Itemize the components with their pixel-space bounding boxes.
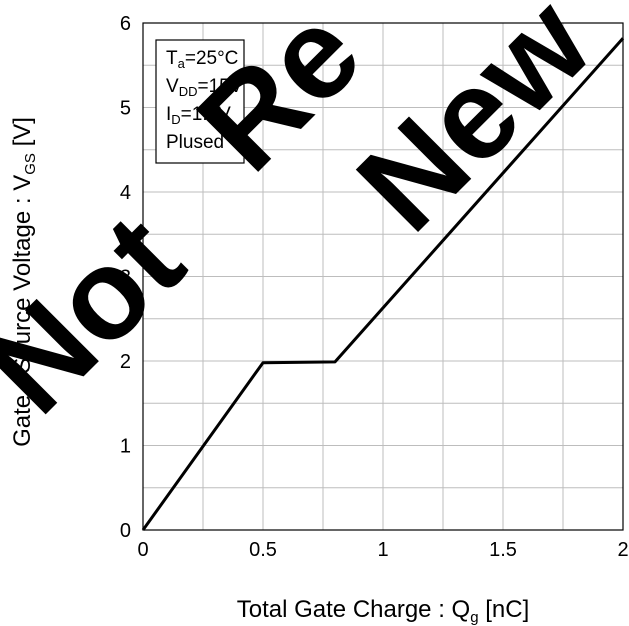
y-tick-label: 1	[120, 436, 131, 458]
y-tick-label: 3	[120, 267, 131, 289]
x-tick-label: 0.5	[249, 539, 277, 561]
y-tick-label: 2	[120, 351, 131, 373]
condition-pulse: Plused	[166, 132, 224, 153]
condition-ta: Ta=25°C	[166, 48, 238, 71]
watermark-word-3: New	[331, 0, 619, 258]
conditions-box: Ta=25°C VDD=15V ID=1.5V Plused	[155, 39, 245, 164]
y-tick-label: 6	[120, 13, 131, 35]
x-tick-label: 1	[377, 539, 388, 561]
y-tick-labels: 0 1 2 3 4 5 6	[120, 13, 131, 542]
y-tick-label: 5	[120, 98, 131, 120]
y-tick-label: 0	[120, 520, 131, 542]
x-tick-label: 0	[137, 539, 148, 561]
vgs-curve	[141, 37, 625, 531]
x-tick-label: 2	[617, 539, 628, 561]
x-axis-title: Total Gate Charge : Qg [nC]	[237, 596, 529, 626]
series-group	[141, 37, 625, 531]
x-tick-labels: 0 0.5 1 1.5 2	[137, 539, 628, 561]
x-tick-label: 1.5	[489, 539, 517, 561]
y-axis-title: Gate - Source Voltage : VGS [V]	[9, 117, 39, 447]
condition-id: ID=1.5V	[166, 104, 231, 127]
plot-frame	[142, 22, 624, 531]
watermark: Not Re New	[0, 0, 618, 440]
y-tick-label: 4	[120, 182, 131, 204]
condition-vdd: VDD=15V	[166, 76, 243, 99]
